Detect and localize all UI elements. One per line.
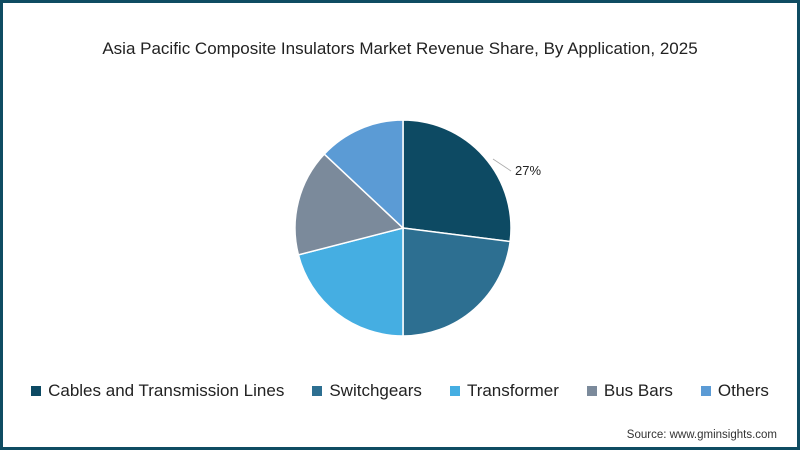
pie-slice-bus-bars	[294, 153, 405, 256]
legend-label: Transformer	[466, 381, 559, 400]
pie-slice-others	[323, 119, 404, 230]
legend-item-cables: Cables and Transmission Lines	[31, 381, 284, 401]
legend-label: Cables and Transmission Lines	[48, 381, 285, 400]
swatch-icon	[449, 386, 460, 396]
legend-item-bus-bars: Bus Bars	[586, 381, 673, 401]
legend-item-transformer: Transformer	[449, 381, 559, 401]
legend-item-switchgears: Switchgears	[312, 381, 422, 401]
data-label-cables: 27%	[515, 163, 541, 178]
pie-chart: 27%	[294, 119, 541, 337]
legend-label: Switchgears	[329, 381, 422, 400]
swatch-icon	[312, 386, 323, 396]
pie-slice-cables-and-transmission-lines	[402, 119, 512, 243]
legend-label: Bus Bars	[603, 381, 673, 400]
chart-title: Asia Pacific Composite Insulators Market…	[102, 39, 698, 58]
pie-slice-switchgears	[402, 227, 511, 337]
leader-line	[492, 158, 512, 172]
legend-label: Others	[717, 381, 769, 400]
swatch-icon	[586, 386, 597, 396]
source-text: Source: www.gminsights.com	[626, 429, 777, 441]
pie-slice-transformer	[297, 227, 404, 337]
swatch-icon	[31, 386, 42, 396]
swatch-icon	[700, 386, 711, 396]
legend-item-others: Others	[700, 381, 769, 401]
legend: Cables and Transmission Lines Switchgear…	[3, 381, 797, 401]
